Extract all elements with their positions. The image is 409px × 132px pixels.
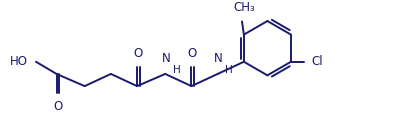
- Text: Cl: Cl: [312, 55, 323, 68]
- Text: N: N: [162, 52, 171, 65]
- Text: O: O: [133, 47, 143, 60]
- Text: CH₃: CH₃: [233, 1, 255, 14]
- Text: HO: HO: [9, 55, 27, 68]
- Text: O: O: [188, 47, 197, 60]
- Text: O: O: [53, 100, 62, 113]
- Text: H: H: [225, 65, 233, 75]
- Text: H: H: [173, 65, 180, 75]
- Text: N: N: [214, 52, 223, 65]
